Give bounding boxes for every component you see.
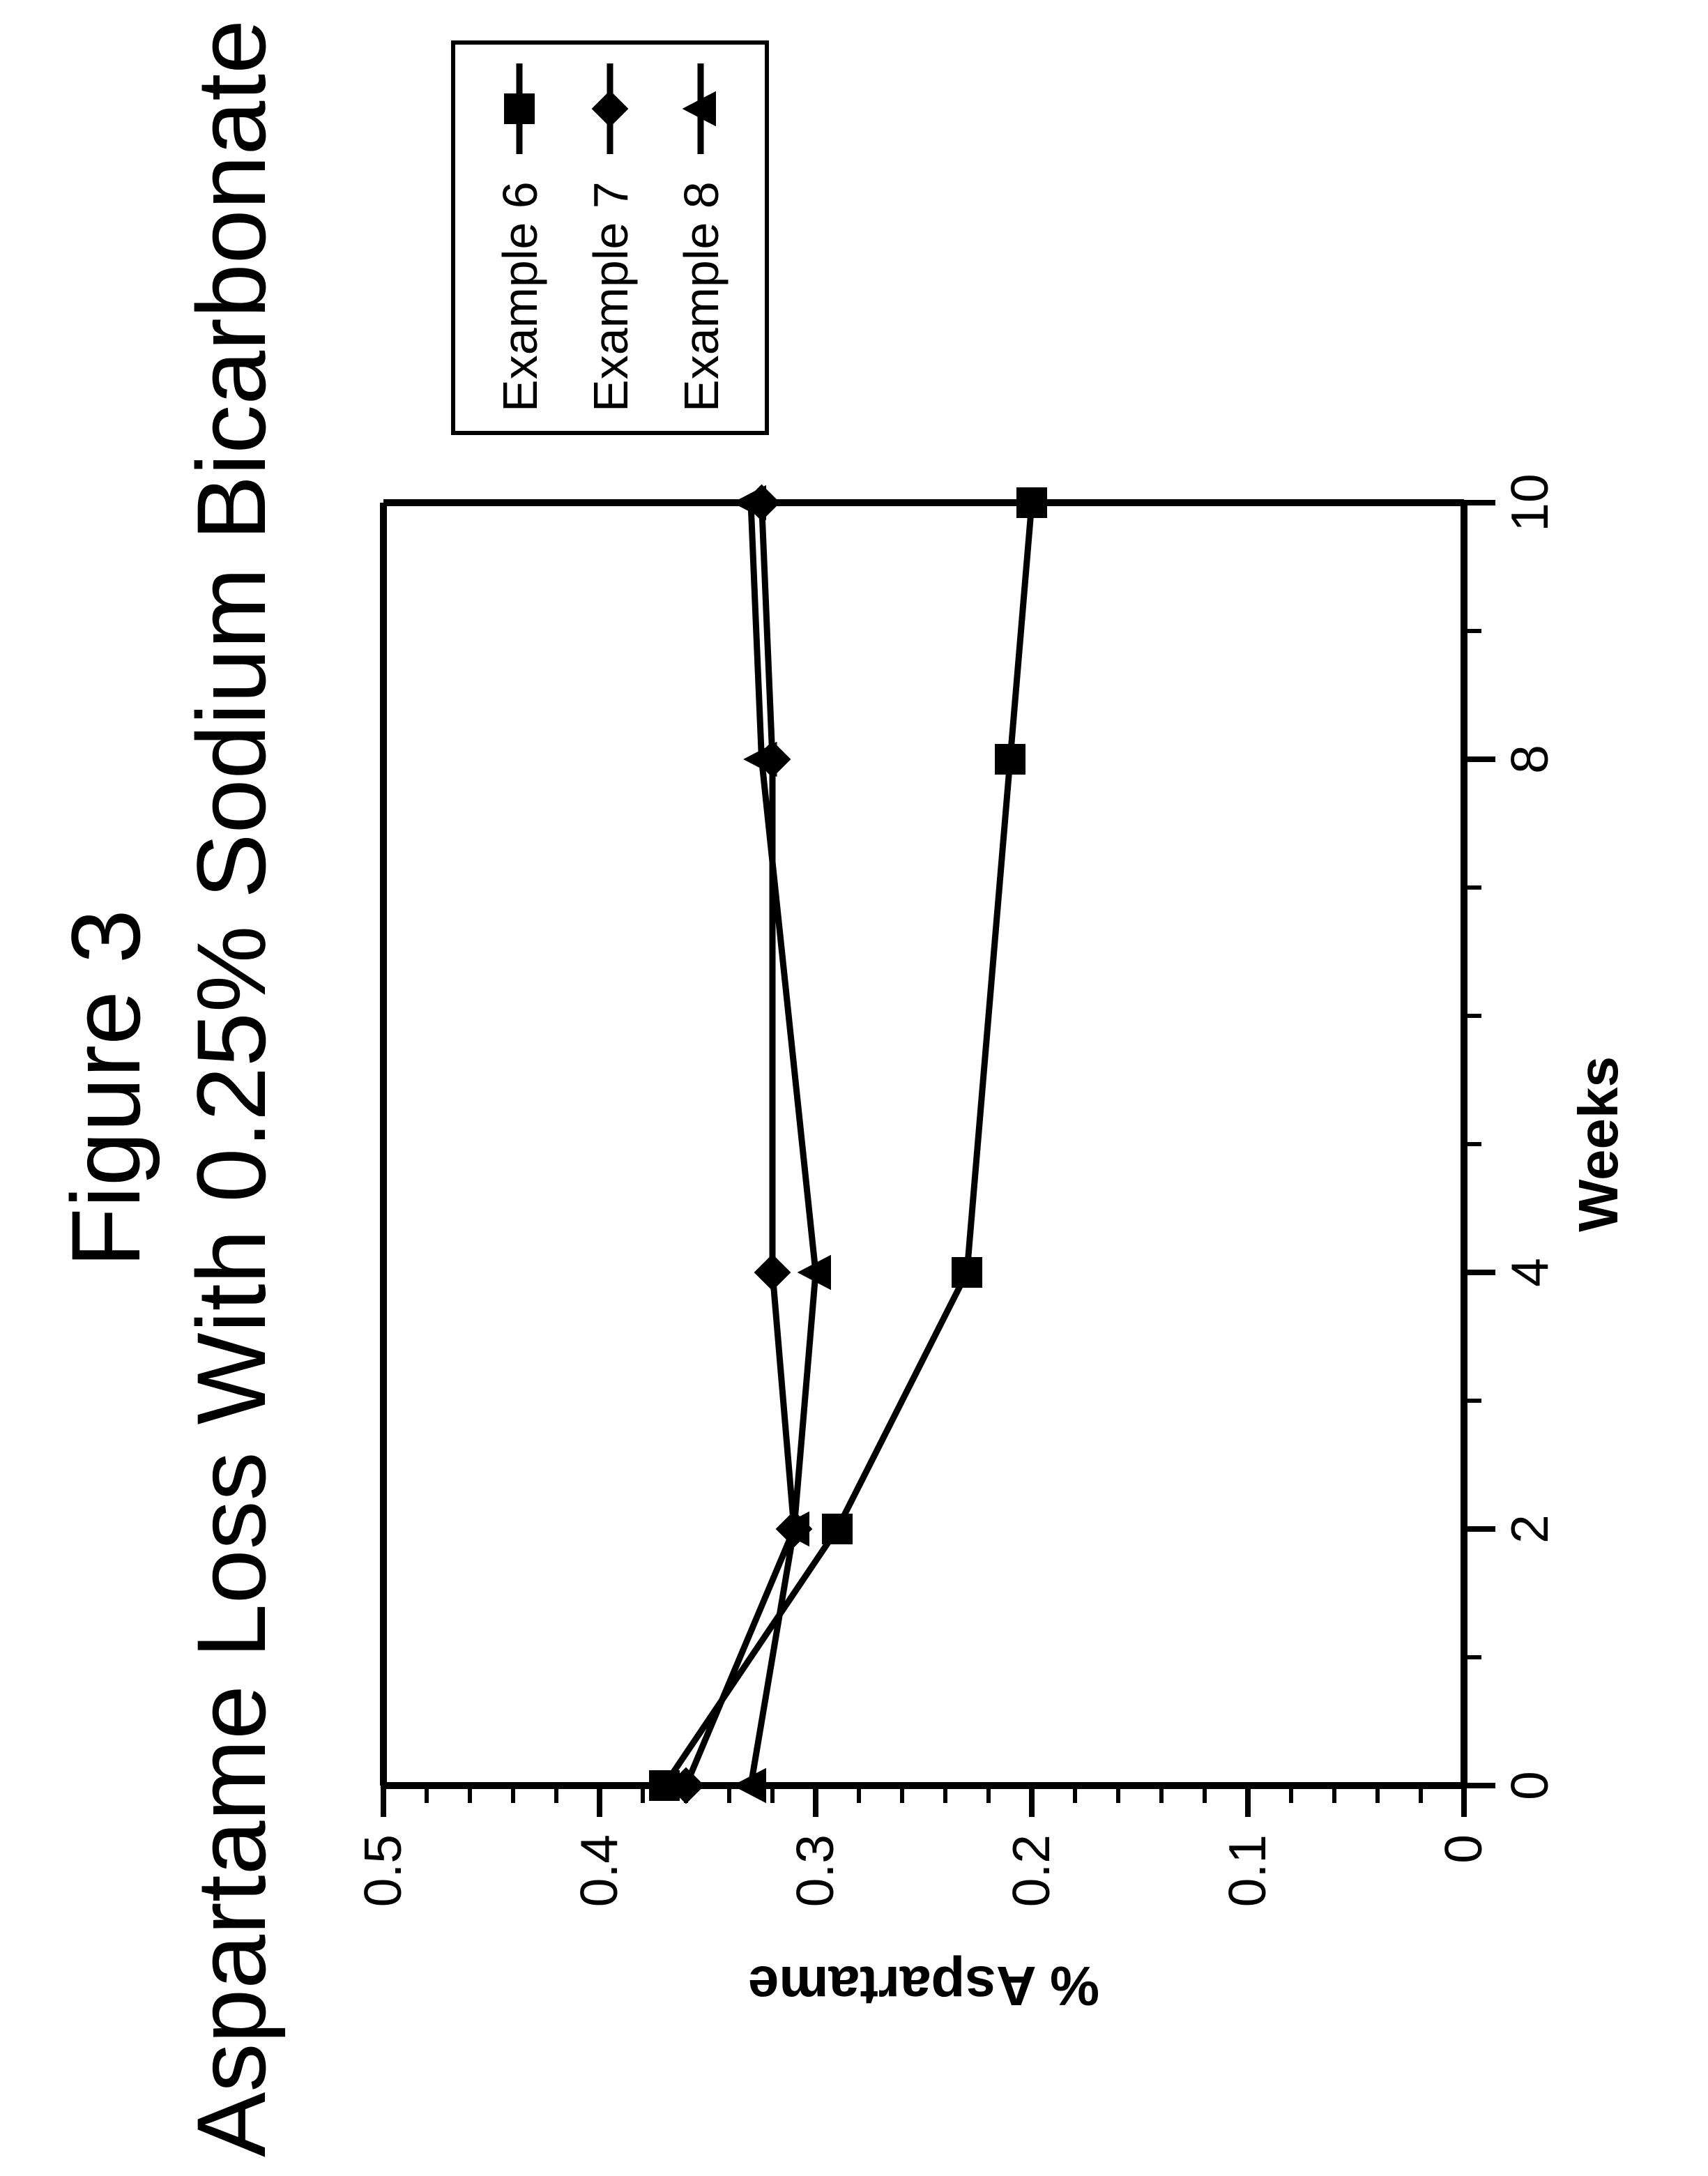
plot-axes — [383, 503, 1495, 1817]
y-axis-label: % Aspartame — [748, 1955, 1099, 2017]
chart-title-2: Aspartame Loss With 0.25% Sodium Bicarbo… — [176, 20, 286, 2157]
series-1 — [649, 487, 1047, 1801]
x-axis-label: Weeks — [1567, 1056, 1629, 1232]
x-tick-label: 8 — [1500, 745, 1559, 774]
series-3 — [733, 485, 831, 1804]
series-group — [649, 485, 1047, 1804]
x-tick-label: 0 — [1500, 1771, 1559, 1800]
rotated-canvas: Figure 3Aspartame Loss With 0.25% Sodium… — [0, 0, 1708, 2176]
chart-title-1: Figure 3 — [51, 909, 160, 1268]
legend: Example 6 Example 7 Example 8 — [453, 43, 767, 433]
line-chart: Figure 3Aspartame Loss With 0.25% Sodium… — [0, 0, 1708, 2176]
legend-label: Example 6 — [493, 181, 547, 412]
series-line — [686, 503, 794, 1786]
y-tick-label: 0.4 — [570, 1834, 628, 1907]
y-tick-label: 0.5 — [353, 1834, 412, 1907]
x-tick-label: 2 — [1500, 1514, 1559, 1544]
series-2 — [668, 485, 813, 1804]
y-tick-label: 0.2 — [1002, 1834, 1060, 1907]
legend-label: Example 7 — [584, 181, 638, 412]
chart-container: Figure 3Aspartame Loss With 0.25% Sodium… — [0, 0, 1708, 2176]
x-tick-label: 10 — [1500, 473, 1559, 531]
x-tick-label: 4 — [1500, 1258, 1559, 1287]
series-line — [751, 503, 816, 1786]
y-tick-label: 0.3 — [786, 1834, 844, 1907]
series-line — [664, 503, 1032, 1786]
y-tick-label: 0 — [1434, 1834, 1493, 1864]
y-tick-label: 0.1 — [1218, 1834, 1276, 1907]
page: Figure 3Aspartame Loss With 0.25% Sodium… — [0, 0, 1708, 2176]
legend-label: Example 8 — [674, 181, 729, 412]
